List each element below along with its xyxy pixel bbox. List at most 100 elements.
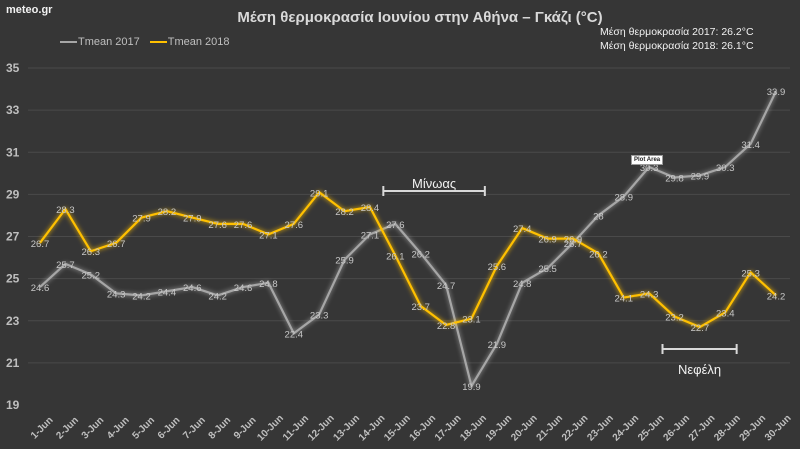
data-labels: 24.6 25.7 25.2 24.3 24.2 24.4 24.6 24.2 24.6 24.8… [31,87,786,393]
data-label: 30.3 [640,163,659,174]
data-label: 26.7 [31,239,50,250]
data-label: 23.2 [665,313,684,324]
x-tick-label: 13-Jun [332,413,363,444]
data-label: 25.5 [538,264,557,275]
stats-box: Μέση θερμοκρασία 2017: 26.2°C Μέση θερμο… [600,25,754,53]
x-tick-label: 26-Jun [661,413,692,444]
data-label: 25.7 [56,260,75,271]
data-label: 29.8 [665,174,684,185]
x-tick-label: 15-Jun [382,413,413,444]
x-tick-label: 27-Jun [687,413,718,444]
data-label: 19.9 [462,382,481,393]
data-label: 23.1 [462,315,481,326]
stat-mean-2018: Μέση θερμοκρασία 2018: 26.1°C [600,40,754,52]
legend-item-2018[interactable]: Tmean 2018 [149,36,230,48]
svg-text:Μίνωας: Μίνωας [412,176,456,191]
data-label: 24.6 [234,283,253,294]
data-label: 25.3 [741,268,760,279]
data-label: 24.4 [158,287,177,298]
annotation-minoas: Μίνωας [382,176,486,196]
legend-item-2017[interactable]: Tmean 2017 [60,36,140,48]
data-label: 27.6 [285,220,304,231]
plot-area-tooltip: Plot Area [631,155,664,165]
y-tick-label: 25 [6,272,20,286]
data-label: 28.2 [158,207,177,218]
x-tick-label: 16-Jun [408,413,439,444]
x-tick-label: 6-Jun [156,415,183,442]
data-label: 26.1 [386,251,405,262]
data-label: 24.1 [614,294,633,305]
annotation-nefeli: Νεφέλη [661,344,738,377]
data-label: 28.4 [361,203,380,214]
data-label: 25.2 [82,270,101,281]
data-label: 29.9 [691,171,710,182]
data-label: 23.7 [411,302,430,313]
data-label: 26.7 [564,239,583,250]
x-tick-label: 10-Jun [255,413,286,444]
gridlines [28,67,790,364]
y-tick-label: 27 [6,230,20,244]
legend-swatch-2018 [149,41,167,43]
x-axis: 1-Jun2-Jun3-Jun4-Jun5-Jun6-Jun7-Jun8-Jun… [29,413,794,444]
annotations: Μίνωας Νεφέλη [382,176,738,377]
data-label: 22.8 [437,321,456,332]
chart-title: Μέση θερμοκρασία Ιουνίου στην Αθήνα – Γκ… [237,9,603,26]
data-label: 26.9 [564,235,583,246]
data-label: 27.6 [386,220,405,231]
data-label: 27.1 [259,230,278,241]
x-tick-label: 9-Jun [232,415,259,442]
y-tick-label: 35 [6,61,20,75]
data-label: 24.2 [208,291,227,302]
x-tick-label: 25-Jun [636,413,667,444]
x-tick-label: 22-Jun [560,413,591,444]
x-tick-label: 1-Jun [29,415,56,442]
x-tick-label: 28-Jun [712,413,743,444]
x-tick-label: 5-Jun [130,415,157,442]
legend-label-2018: Tmean 2018 [167,36,230,48]
x-tick-label: 29-Jun [738,413,769,444]
data-label: 23.3 [310,310,329,321]
data-label: 30.3 [716,163,735,174]
svg-text:Νεφέλη: Νεφέλη [678,362,721,377]
data-label: 26.2 [589,249,608,260]
x-tick-label: 17-Jun [433,413,464,444]
data-label: 24.7 [437,281,456,292]
data-label: 33.9 [767,87,786,98]
x-tick-label: 7-Jun [181,415,208,442]
x-tick-label: 14-Jun [357,413,388,444]
x-tick-label: 8-Jun [207,415,234,442]
x-tick-label: 11-Jun [281,413,311,443]
data-label: 27.6 [208,220,227,231]
x-tick-label: 24-Jun [611,413,642,444]
stat-mean-2017: Μέση θερμοκρασία 2017: 26.2°C [600,26,754,38]
data-label: 28.3 [56,205,75,216]
data-label: 31.4 [741,140,760,151]
data-label: 26.9 [538,235,557,246]
data-label: 24.8 [259,279,278,290]
series [39,90,778,388]
x-tick-label: 4-Jun [105,415,132,442]
line-tmean-2017[interactable] [39,90,778,388]
y-tick-label: 31 [6,145,20,159]
data-label: 28.2 [335,207,354,218]
data-label: 26.7 [107,239,126,250]
x-tick-label: 2-Jun [54,415,81,442]
x-tick-label: 23-Jun [585,413,616,444]
data-label: 29.1 [310,188,329,199]
line-tmean-2018[interactable] [39,191,777,329]
y-tick-label: 29 [6,187,20,201]
y-tick-label: 23 [6,314,20,328]
x-tick-label: 30-Jun [763,413,794,444]
x-tick-label: 12-Jun [306,413,337,444]
data-label: 25.9 [335,256,354,267]
data-label: 24.6 [183,283,202,294]
data-label: 27.1 [361,230,380,241]
y-tick-label: 21 [6,356,20,370]
data-label: 26.3 [82,247,101,258]
data-label: 23.4 [716,308,735,319]
data-label: 28 [593,211,604,222]
data-label: 27.9 [132,214,151,225]
data-label: 24.8 [513,279,532,290]
legend-label-2017: Tmean 2017 [78,36,140,48]
